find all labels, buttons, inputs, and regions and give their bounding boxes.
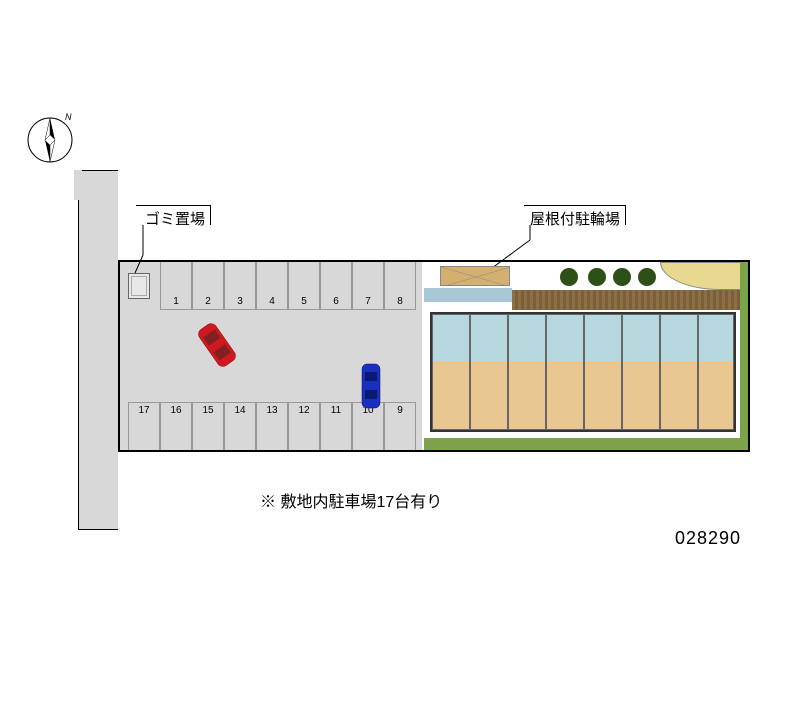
road-area-left <box>78 170 118 530</box>
road-notch <box>74 170 82 200</box>
parking-space: 12 <box>288 402 320 450</box>
bike-label-frame <box>524 205 626 225</box>
apartment-unit <box>584 314 622 430</box>
garbage-label-frame <box>136 205 211 225</box>
parking-space: 15 <box>192 402 224 450</box>
tree <box>638 268 656 286</box>
car-blue-icon <box>356 360 386 412</box>
parking-space: 16 <box>160 402 192 450</box>
parking-space: 2 <box>192 262 224 310</box>
tree <box>613 268 631 286</box>
parking-space: 9 <box>384 402 416 450</box>
apartment-unit <box>660 314 698 430</box>
pathway-strip <box>424 288 512 302</box>
parking-space: 5 <box>288 262 320 310</box>
apartment-unit <box>508 314 546 430</box>
parking-space: 17 <box>128 402 160 450</box>
leader-line-garbage <box>125 225 155 275</box>
apartment-unit <box>698 314 734 430</box>
apartment-unit <box>622 314 660 430</box>
garbage-box <box>128 273 150 299</box>
green-strip-right <box>740 262 748 450</box>
parking-space: 14 <box>224 402 256 450</box>
apartment-unit <box>432 314 470 430</box>
parking-space: 11 <box>320 402 352 450</box>
parking-space: 13 <box>256 402 288 450</box>
parking-space: 3 <box>224 262 256 310</box>
tree <box>588 268 606 286</box>
code-number: 028290 <box>675 528 741 549</box>
apartment-unit <box>470 314 508 430</box>
parking-space: 6 <box>320 262 352 310</box>
parking-space: 4 <box>256 262 288 310</box>
brown-strip-pattern <box>512 290 748 310</box>
parking-space: 7 <box>352 262 384 310</box>
tree <box>560 268 578 286</box>
svg-text:N: N <box>65 112 72 122</box>
apartment-unit <box>546 314 584 430</box>
parking-space: 8 <box>384 262 416 310</box>
compass-icon: N <box>20 110 80 170</box>
bike-parking-area <box>440 266 510 286</box>
parking-space: 1 <box>160 262 192 310</box>
site-plan-diagram: N ゴミ置場 屋根付駐輪場 1 2 3 <box>0 0 800 727</box>
green-strip-bottom <box>424 438 748 450</box>
parking-note: ※ 敷地内駐車場17台有り <box>260 488 442 512</box>
